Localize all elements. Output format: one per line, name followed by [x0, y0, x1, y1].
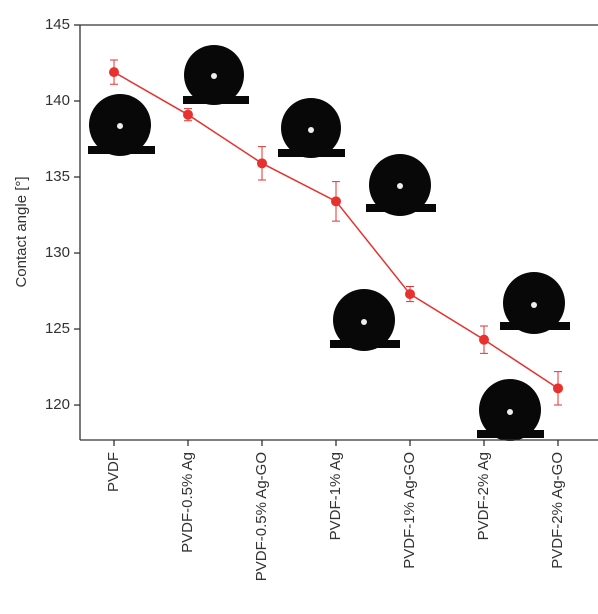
- y-tick-label: 145: [45, 16, 70, 33]
- x-tick-label: PVDF-1% Ag-GO: [401, 452, 418, 569]
- data-point: [553, 383, 563, 394]
- data-point: [257, 158, 267, 169]
- y-axis-label: Contact angle [°]: [13, 176, 30, 287]
- x-tick-label: PVDF-0.5% Ag: [179, 452, 196, 553]
- y-tick-label: 120: [45, 396, 70, 413]
- x-tick-label: PVDF-1% Ag: [327, 452, 344, 540]
- y-tick-label: 130: [45, 244, 70, 261]
- y-tick-label: 140: [45, 92, 70, 109]
- y-tick-label: 135: [45, 168, 70, 185]
- data-point: [109, 67, 119, 78]
- data-point: [479, 334, 489, 345]
- data-point: [183, 109, 193, 120]
- x-tick-label: PVDF-0.5% Ag-GO: [253, 452, 270, 581]
- x-tick-label: PVDF-2% Ag-GO: [549, 452, 566, 569]
- data-point: [405, 289, 415, 300]
- x-tick-label: PVDF-2% Ag: [475, 452, 492, 540]
- y-tick-label: 125: [45, 320, 70, 337]
- data-point: [331, 196, 341, 207]
- droplet-images: [88, 45, 570, 441]
- x-tick-label: PVDF: [105, 452, 122, 492]
